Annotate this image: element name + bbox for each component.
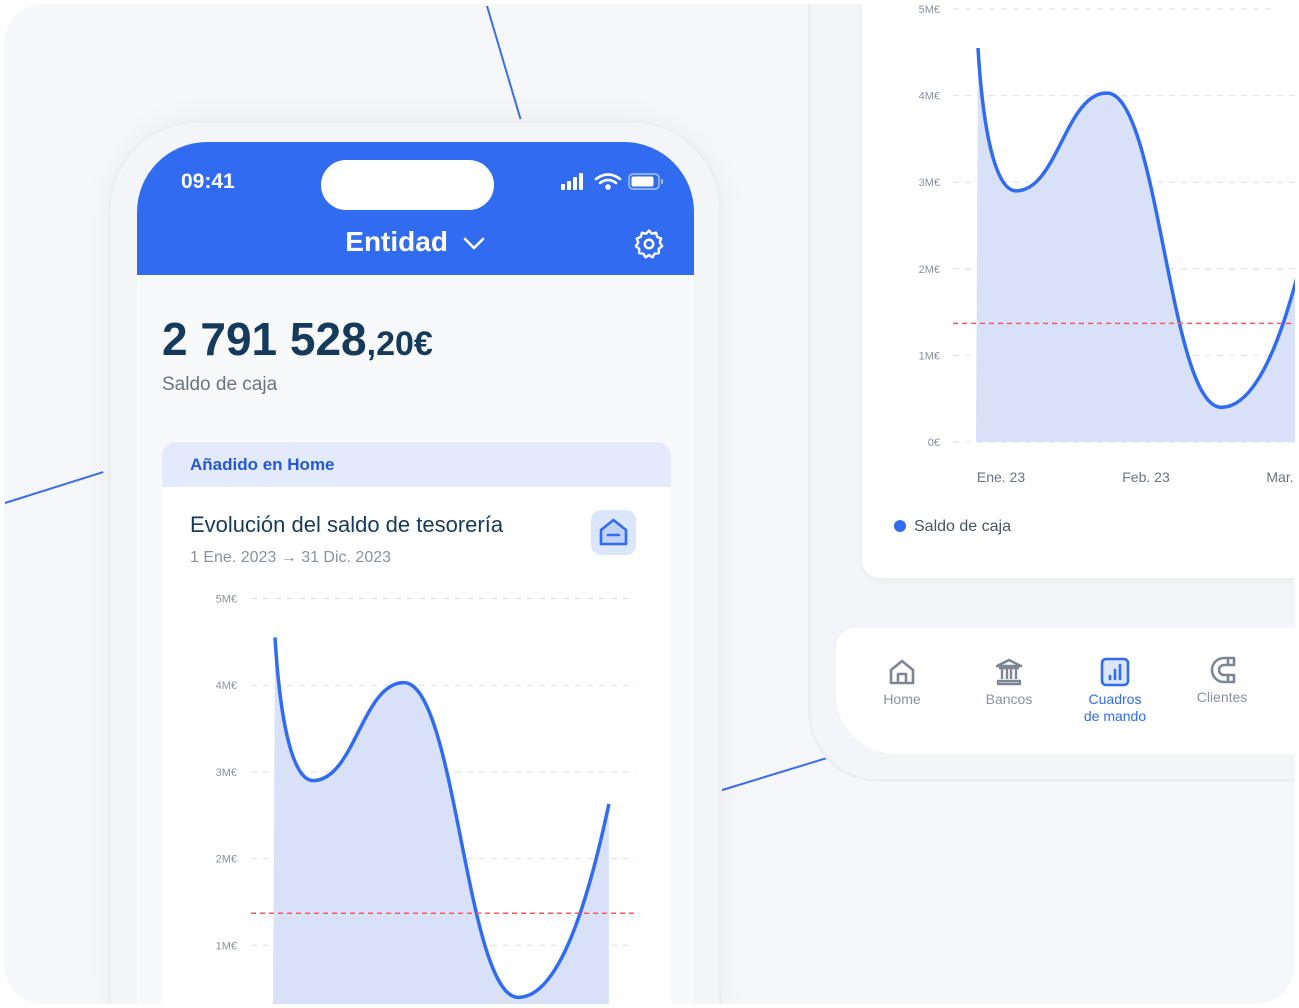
legend: Saldo de caja	[894, 518, 1011, 536]
card-band: Añadido en Home	[162, 442, 671, 487]
header-title: Entidad	[345, 226, 448, 257]
home-remove-icon	[599, 518, 628, 546]
x-tick-label: Ene. 23	[977, 469, 1025, 485]
nav-label: Cuadros de mando	[1083, 691, 1147, 724]
balance-integer: 2 791 528	[162, 313, 367, 365]
entity-selector[interactable]: Entidad	[137, 226, 694, 258]
remove-from-home-button[interactable]	[591, 510, 636, 555]
series-line	[273, 637, 611, 1000]
y-tick-label: 5M€	[919, 4, 940, 16]
card-date-range: 1 Ene. 2023 → 31 Dic. 2023	[190, 549, 392, 566]
y-tick-label: 1M€	[919, 350, 940, 362]
y-tick-label: 4M€	[919, 91, 940, 103]
nav-label: Home	[883, 691, 921, 707]
status-icons	[561, 173, 663, 190]
y-tick-label: 2M€	[919, 264, 940, 276]
series-area	[273, 637, 609, 1004]
plot: 1M€ 2M€ 3M€ 4M€ 5M€	[216, 594, 636, 1004]
chevron-down-icon	[463, 237, 485, 250]
status-time: 09:41	[181, 170, 235, 193]
card-title: Evolución del saldo de tesorería	[190, 512, 504, 537]
plot: 0€ 1M€ 2M€ 3M€ 4M€ 5M€	[919, 4, 1295, 449]
y-tick-label: 5M€	[216, 594, 237, 606]
bank-icon	[995, 658, 1023, 686]
chart-icon	[1100, 657, 1130, 687]
dynamic-island	[321, 160, 494, 210]
x-tick-label: Mar.	[1266, 469, 1293, 485]
series-area	[976, 47, 1295, 442]
y-tick-label: 0€	[928, 437, 940, 449]
y-tick-label: 3M€	[216, 767, 237, 779]
chart-left: 1M€ 2M€ 3M€ 4M€ 5M€	[216, 594, 636, 1004]
background: 0€ 1M€ 2M€ 3M€ 4M€ 5M€ Ene. 23 Feb. 23 Mar. Sald…	[4, 4, 1295, 1004]
nav-clientes[interactable]: Clientes	[1172, 654, 1272, 705]
battery-icon	[628, 173, 663, 190]
x-tick-label: Feb. 23	[1122, 469, 1170, 485]
balance-label: Saldo de caja	[162, 374, 278, 395]
home-icon	[889, 659, 915, 685]
y-tick-label: 3M€	[919, 177, 940, 189]
nav-cuadros-de-mando[interactable]: Cuadros de mando	[1065, 656, 1165, 725]
balance-decimals: ,20€	[366, 325, 433, 363]
app-header: 09:41 Entidad	[137, 142, 694, 275]
balance-amount: 2 791 528,20€	[162, 312, 433, 366]
nav-label: Clientes	[1196, 689, 1248, 705]
y-tick-label: 4M€	[216, 680, 237, 692]
wifi-icon	[594, 173, 622, 190]
gear-icon[interactable]	[632, 227, 666, 261]
y-tick-label: 1M€	[216, 940, 237, 952]
bottom-nav: Home Bancos Cuadros de mando Clientes	[836, 628, 1295, 754]
legend-label: Saldo de caja	[914, 518, 1011, 535]
nav-bancos[interactable]: Bancos	[959, 656, 1059, 707]
series-line	[976, 47, 1295, 410]
legend-dot	[894, 520, 906, 532]
nav-label: Bancos	[985, 691, 1033, 707]
signal-icon	[561, 173, 583, 190]
nav-home[interactable]: Home	[852, 656, 952, 707]
y-tick-label: 2M€	[216, 854, 237, 866]
magnet-icon	[1210, 656, 1236, 684]
chart-right: 0€ 1M€ 2M€ 3M€ 4M€ 5M€ Ene. 23 Feb. 23 Mar.	[919, 4, 1295, 485]
